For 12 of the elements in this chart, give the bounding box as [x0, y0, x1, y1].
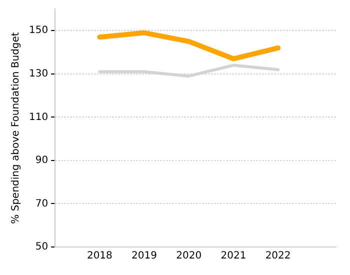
y-tick-label: 150	[28, 25, 48, 36]
y-tick-label: 110	[28, 112, 48, 123]
y-tick-label: 50	[35, 242, 48, 253]
y-tick-label: 90	[35, 155, 48, 166]
y-axis-title: % Spending above Foundation Budget	[10, 32, 22, 224]
x-tick-label: 2022	[265, 250, 291, 262]
y-tick-label: 70	[35, 198, 48, 210]
x-tick-label: 2018	[86, 250, 112, 262]
x-tick-label: 2019	[132, 250, 157, 262]
x-tick-label: 2020	[176, 250, 202, 262]
x-tick-label: 2021	[220, 250, 246, 262]
y-tick-label: 130	[28, 68, 48, 80]
